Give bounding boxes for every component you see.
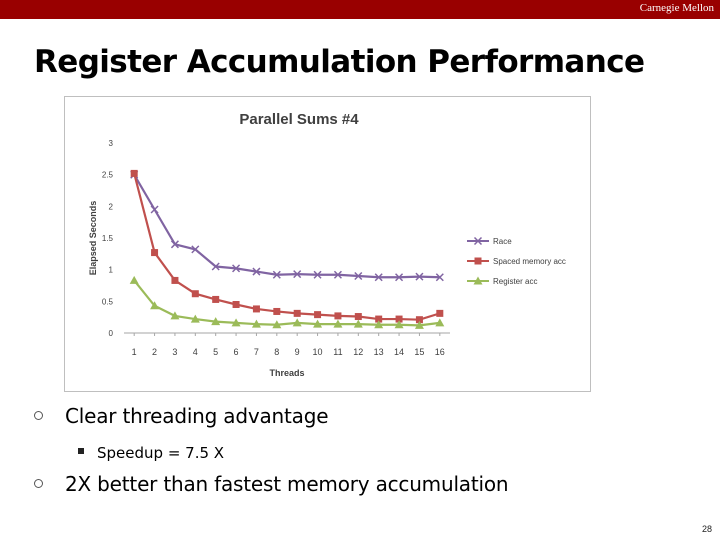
data-point (232, 301, 240, 308)
legend-marker (473, 236, 483, 246)
data-point (415, 272, 424, 281)
x-tick-label: 9 (295, 347, 300, 357)
bullet-text: 2X better than fastest memory accumulati… (65, 472, 509, 496)
data-point (211, 262, 220, 271)
data-point (212, 295, 220, 303)
y-tick-label: 0 (109, 329, 114, 338)
legend-marker (474, 257, 482, 265)
data-point (375, 315, 383, 323)
line-chart: Parallel Sums #41 2 3 4 5 6 7 8 9 10 11 12 13 14 15 160… (88, 111, 566, 378)
y-tick-label: 2 (109, 202, 114, 211)
y-tick-label: 2.5 (102, 171, 114, 180)
x-tick-label: 15 (414, 347, 424, 357)
page-number: 28 (701, 524, 712, 534)
data-point (395, 315, 403, 323)
x-tick-label: 2 (152, 347, 157, 357)
data-point (313, 270, 322, 279)
data-point (252, 305, 260, 313)
sub-bullet-text: Speedup = 7.5 X (97, 444, 225, 462)
x-tick-label: 13 (374, 347, 384, 357)
data-point (171, 276, 179, 284)
data-point (435, 273, 444, 282)
data-point (170, 311, 180, 320)
x-axis-label: Threads (269, 368, 304, 378)
series-line (133, 279, 440, 327)
data-point (334, 312, 342, 320)
data-point (150, 301, 160, 310)
data-point (150, 205, 159, 214)
series-line (133, 174, 440, 279)
data-point (333, 270, 342, 279)
data-point (211, 317, 221, 326)
data-point (374, 320, 384, 329)
data-point (395, 273, 404, 282)
legend-marker (473, 276, 483, 285)
data-point (314, 311, 322, 319)
legend-label: Race (493, 237, 512, 246)
y-tick-label: 0.5 (102, 297, 114, 306)
data-point (415, 316, 423, 324)
slide-title: Register Accumulation Performance (34, 44, 645, 80)
data-point (130, 169, 138, 177)
bullet-text: Clear threading advantage (65, 404, 329, 428)
data-point (292, 318, 302, 327)
data-point (231, 318, 241, 327)
x-tick-label: 5 (213, 347, 218, 357)
data-point (191, 245, 200, 254)
x-tick-label: 11 (333, 347, 342, 357)
data-point (374, 273, 383, 282)
x-tick-label: 3 (172, 347, 177, 357)
data-point (232, 264, 241, 273)
y-axis-label: Elapsed Seconds (88, 201, 98, 276)
data-point (151, 249, 159, 257)
data-point (436, 309, 444, 317)
y-tick-label: 1 (109, 266, 114, 275)
bullet-square-icon (78, 448, 84, 454)
data-point (190, 314, 200, 323)
data-point (251, 319, 261, 328)
data-point (435, 318, 445, 327)
x-tick-label: 16 (435, 347, 445, 357)
x-tick-label: 10 (313, 347, 323, 357)
bullet-circle-icon (34, 479, 43, 488)
data-point (414, 320, 424, 329)
data-point (354, 313, 362, 321)
data-point (394, 320, 404, 329)
data-point (273, 307, 281, 315)
series-line (133, 173, 441, 321)
data-point (293, 270, 302, 279)
x-tick-label: 14 (394, 347, 404, 357)
data-point (272, 270, 281, 279)
header-bar: Carnegie Mellon (0, 0, 720, 19)
data-point (354, 271, 363, 281)
legend-label: Spaced memory acc (493, 257, 566, 266)
y-tick-label: 1.5 (102, 234, 114, 243)
data-point (191, 290, 199, 298)
bullet-circle-icon (34, 411, 43, 420)
brand-label: Carnegie Mellon (639, 2, 714, 14)
x-tick-label: 6 (234, 347, 239, 357)
data-point (252, 267, 261, 276)
x-tick-label: 12 (353, 347, 363, 357)
data-point (353, 319, 363, 328)
data-point (293, 309, 301, 317)
x-tick-label: 8 (274, 347, 279, 357)
x-tick-label: 7 (254, 347, 259, 357)
data-point (129, 275, 139, 284)
data-point (313, 319, 323, 328)
x-tick-label: 1 (132, 347, 137, 357)
chart-title: Parallel Sums #4 (239, 111, 359, 128)
y-tick-label: 3 (109, 139, 114, 148)
data-point (333, 319, 343, 328)
x-tick-label: 4 (193, 347, 198, 357)
legend-label: Register acc (493, 277, 537, 286)
data-point (272, 320, 282, 329)
data-point (170, 240, 179, 249)
